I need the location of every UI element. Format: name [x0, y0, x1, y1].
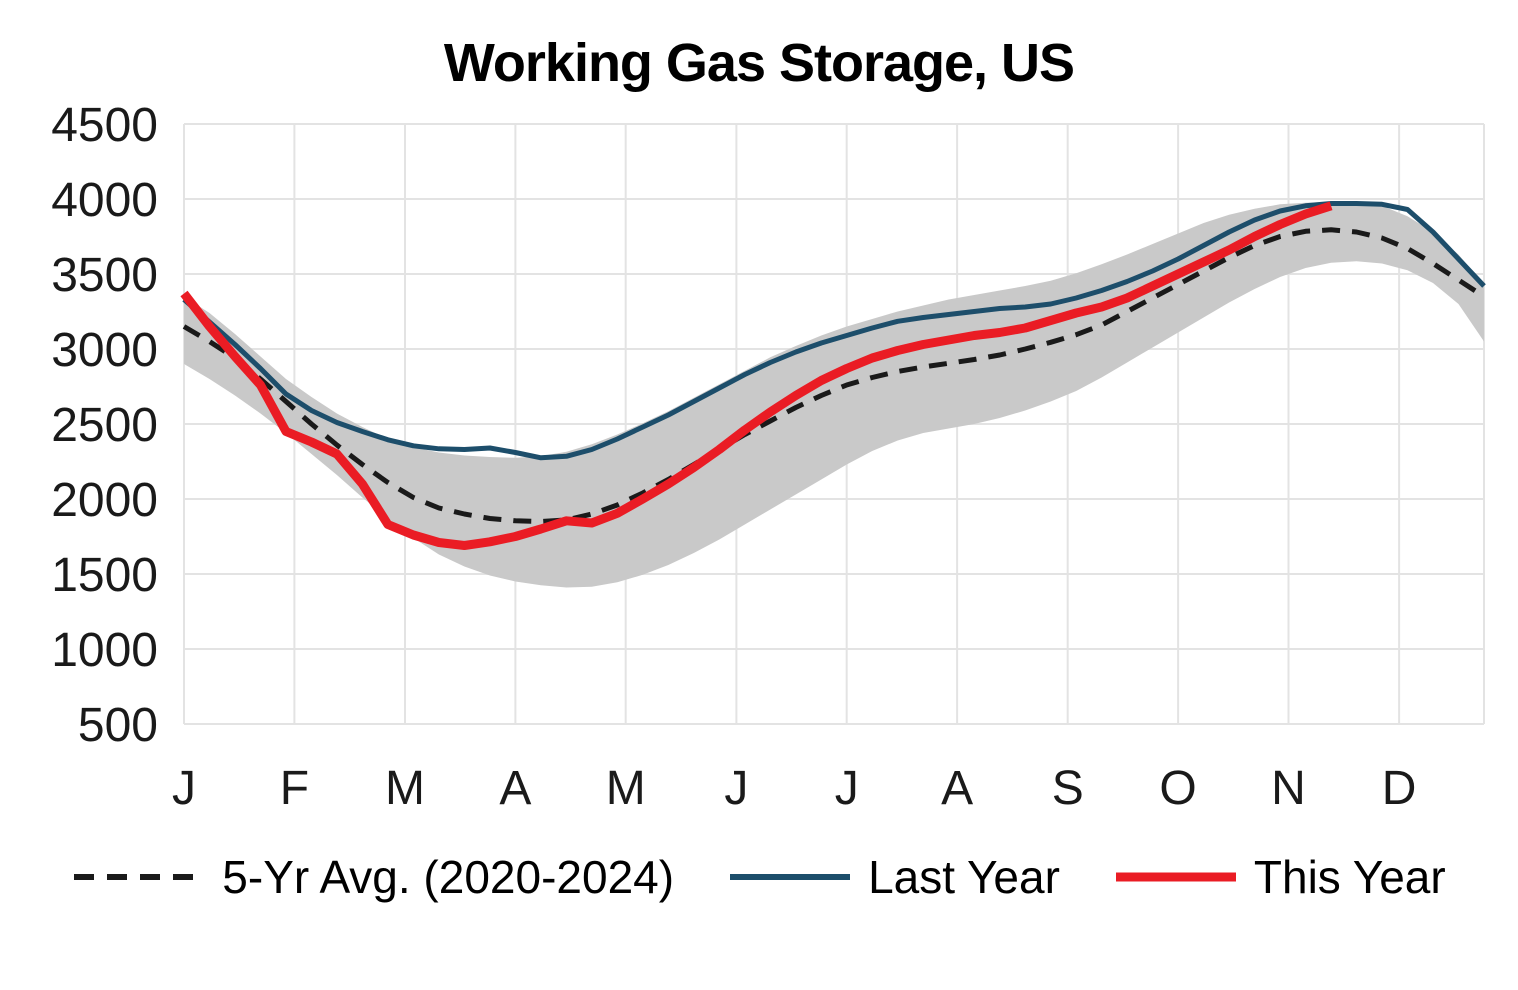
svg-text:4500: 4500	[51, 104, 158, 152]
svg-text:A: A	[499, 762, 531, 815]
legend-label-5yr-avg: 5-Yr Avg. (2020-2024)	[222, 851, 675, 903]
svg-text:J: J	[835, 762, 859, 815]
svg-text:500: 500	[78, 699, 158, 752]
svg-text:D: D	[1382, 762, 1417, 815]
svg-text:F: F	[280, 762, 309, 815]
legend-label-this-year: This Year	[1253, 851, 1446, 903]
svg-text:1500: 1500	[51, 549, 158, 602]
svg-text:2000: 2000	[51, 474, 158, 527]
svg-text:O: O	[1159, 762, 1196, 815]
svg-text:M: M	[385, 762, 425, 815]
chart-title: Working Gas Storage, US	[443, 33, 1075, 93]
legend-label-last-year: Last Year	[868, 851, 1060, 903]
svg-text:4000: 4000	[51, 174, 158, 227]
svg-text:3000: 3000	[51, 324, 158, 377]
legend-item-5yr-avg: 5-Yr Avg. (2020-2024)	[72, 850, 674, 904]
svg-text:1000: 1000	[51, 624, 158, 677]
solid-line-swatch-icon	[730, 874, 851, 880]
thick-line-swatch-icon	[1115, 872, 1236, 882]
svg-text:2500: 2500	[51, 399, 158, 452]
svg-text:A: A	[941, 762, 973, 815]
svg-text:N: N	[1271, 762, 1306, 815]
svg-text:J: J	[172, 762, 196, 815]
dashed-line-swatch-icon	[74, 874, 205, 880]
svg-text:J: J	[724, 762, 748, 815]
svg-text:M: M	[606, 762, 646, 815]
legend-item-this-year: This Year	[1114, 850, 1446, 904]
svg-text:3500: 3500	[51, 249, 158, 302]
svg-text:S: S	[1052, 762, 1084, 815]
chart-page: Working Gas Storage, US 500 1000 1500 2000 2…	[24, 33, 1494, 904]
legend-item-last-year: Last Year	[728, 850, 1060, 904]
legend: 5-Yr Avg. (2020-2024) Last Year This Yea…	[24, 850, 1494, 904]
storage-chart: 500 1000 1500 2000 2500 3000 3500 4000 4500 J F M A M…	[51, 104, 1486, 815]
